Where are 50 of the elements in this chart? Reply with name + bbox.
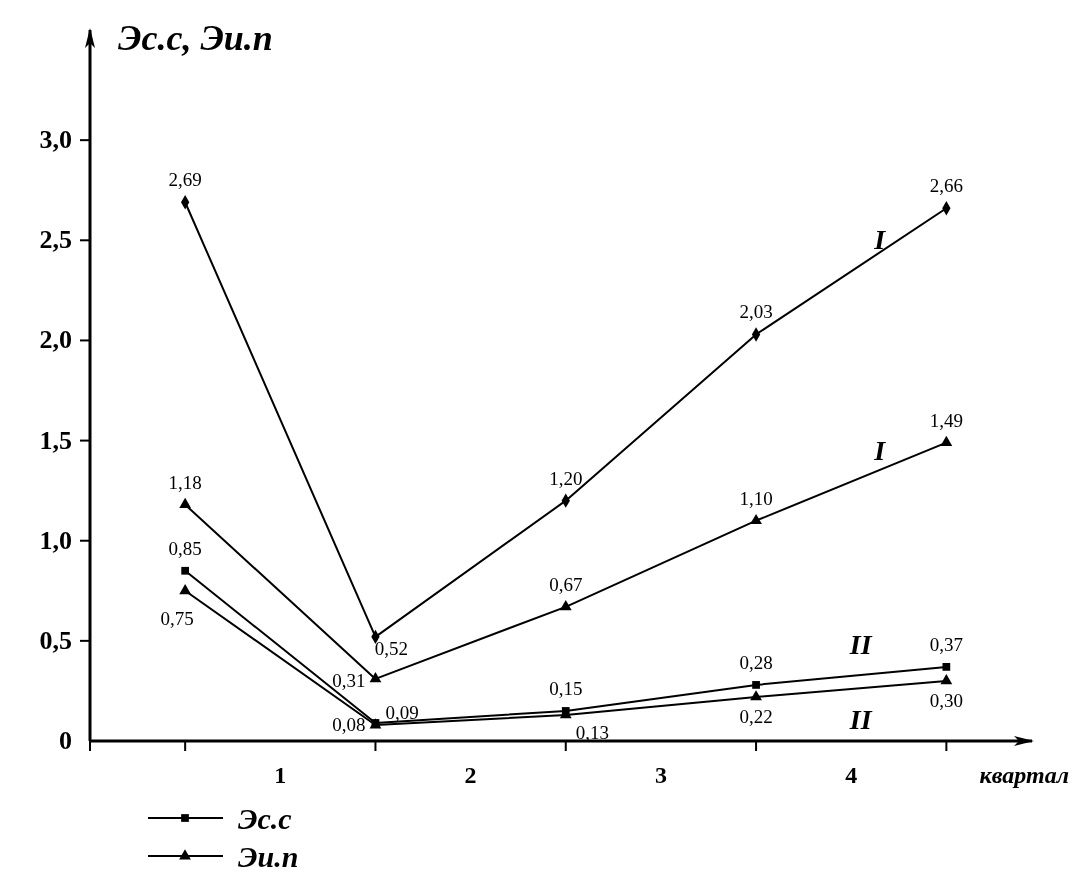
annotation: II [848, 703, 873, 735]
y-tick-label: 0 [59, 726, 72, 755]
point [369, 672, 382, 683]
legend-label: Эс.с [238, 802, 292, 835]
point [940, 674, 953, 685]
data-label: 1,18 [168, 471, 202, 493]
data-label: 0,30 [929, 689, 963, 711]
y-tick-label: 2,5 [39, 225, 72, 255]
data-label: 0,67 [549, 573, 583, 595]
x-tick-label: 4 [845, 762, 858, 788]
data-label: 2,69 [168, 169, 202, 191]
data-label: 2,03 [739, 301, 773, 323]
annotation: I [873, 434, 887, 466]
y-tick-label: 3,0 [39, 125, 72, 155]
y-tick-label: 0,5 [39, 625, 72, 655]
y-tick-label: 1,0 [39, 525, 72, 555]
data-label: 0,15 [549, 677, 583, 699]
point [940, 435, 953, 446]
data-label: 0,22 [739, 705, 773, 727]
y-tick-label: 1,5 [39, 425, 72, 455]
point [750, 690, 762, 701]
y-tick-label: 2,0 [39, 325, 72, 355]
data-label: 0,08 [332, 713, 366, 735]
point [752, 681, 760, 689]
annotation: II [848, 628, 873, 660]
y-axis-title: Эс.с, Эи.п [118, 18, 273, 58]
data-label: 0,52 [374, 637, 409, 659]
data-label: 0,31 [332, 669, 366, 691]
point [181, 566, 190, 575]
point [942, 663, 951, 671]
x-tick-label: 1 [274, 762, 287, 788]
data-label: 1,20 [549, 467, 583, 489]
point [179, 583, 192, 595]
data-label: 0,13 [575, 721, 610, 743]
data-label: 0,09 [385, 701, 419, 723]
legend-label: Эи.п [238, 840, 299, 873]
data-label: 0,75 [160, 607, 194, 629]
point [559, 600, 572, 611]
x-axis-title: квартал [979, 762, 1069, 788]
x-tick-label: 3 [654, 762, 667, 788]
x-tick-label: 2 [464, 762, 477, 788]
annotation: I [873, 224, 887, 256]
data-label: 1,10 [739, 487, 773, 509]
point [750, 513, 762, 525]
data-label: 1,49 [929, 409, 963, 431]
data-label: 0,28 [739, 651, 773, 673]
data-label: 0,85 [168, 537, 202, 559]
data-label: 2,66 [929, 175, 963, 197]
data-label: 0,37 [929, 633, 963, 655]
point [179, 497, 192, 509]
